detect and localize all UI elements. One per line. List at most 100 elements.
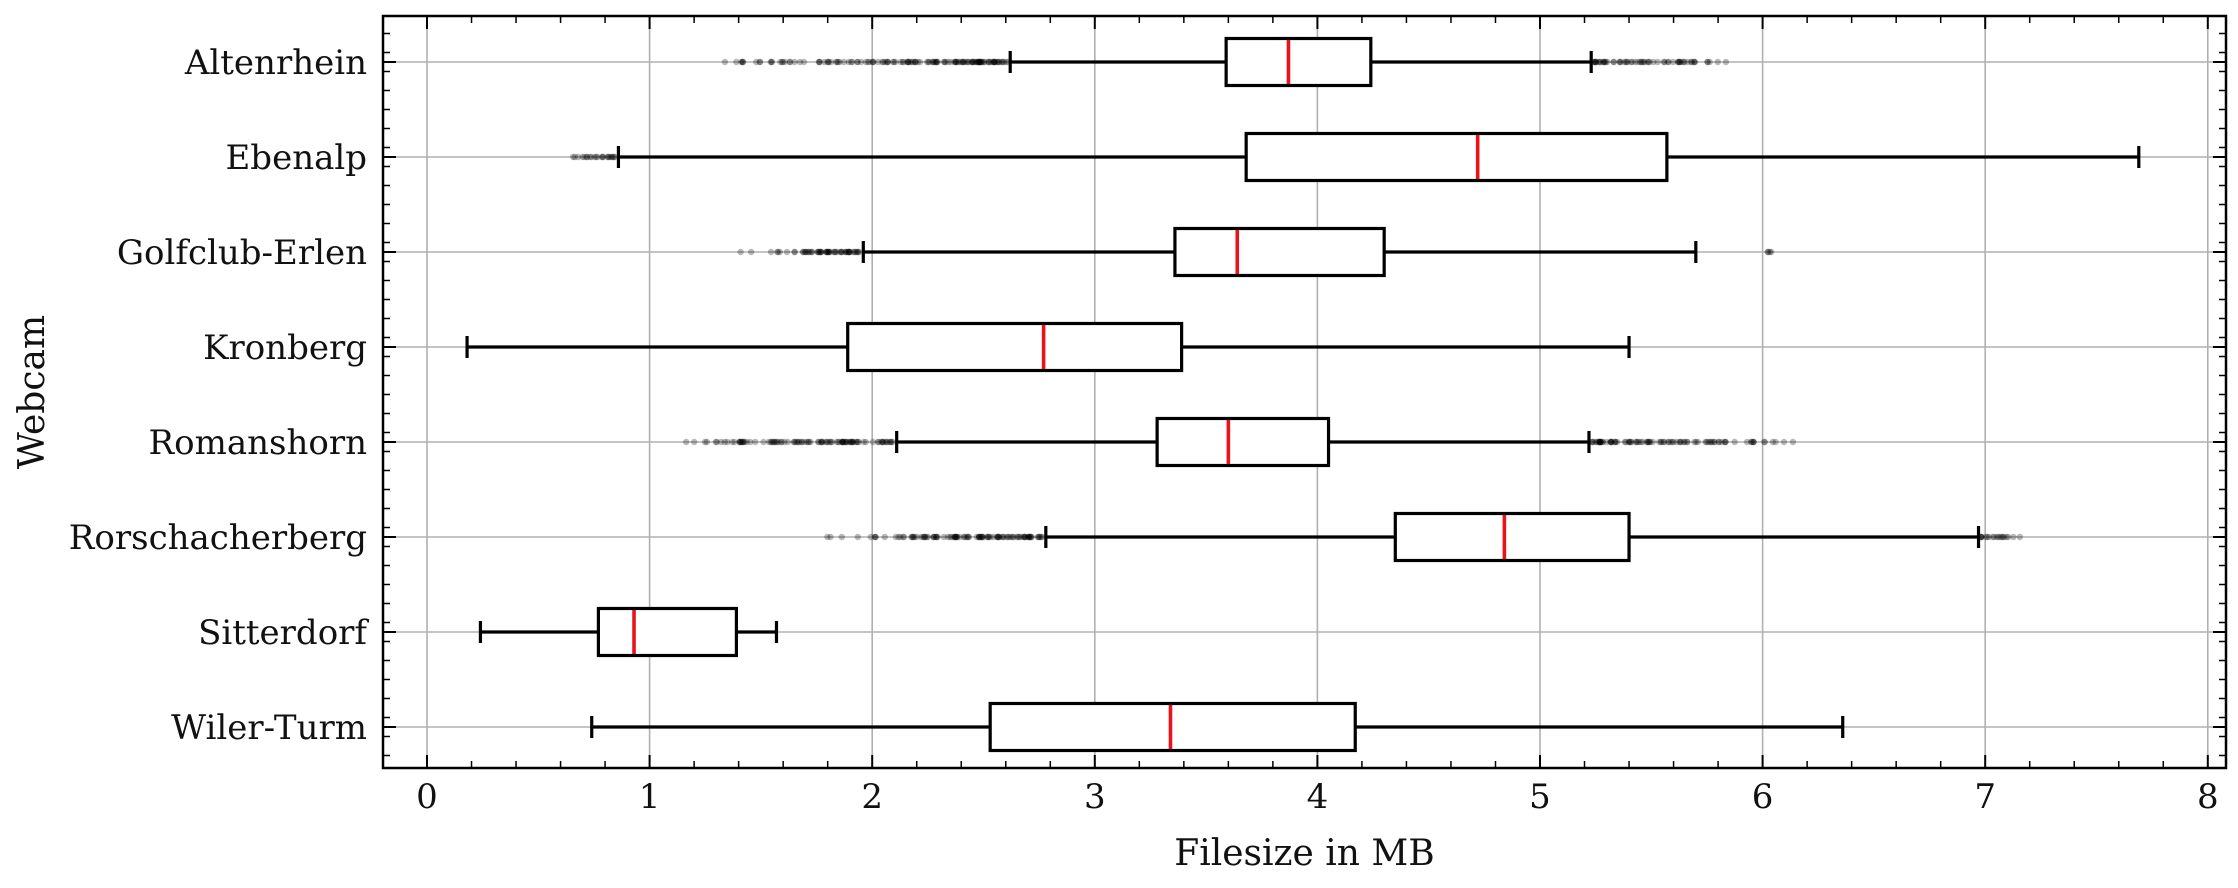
outlier-point: [834, 58, 842, 66]
outlier-point: [736, 438, 744, 446]
outlier-point: [952, 533, 960, 541]
outlier-point: [816, 58, 823, 66]
outlier-point: [975, 533, 983, 541]
outlier-point: [872, 533, 879, 541]
outlier-point: [1595, 58, 1603, 66]
outlier-point: [809, 248, 816, 256]
outlier-point: [999, 58, 1006, 66]
outlier-point: [1748, 438, 1755, 446]
boxes-layer: [465, 36, 2141, 753]
outlier-point: [869, 58, 876, 66]
outlier-point: [879, 438, 887, 446]
outlier-point: [1769, 438, 1776, 446]
outlier-point: [860, 438, 867, 446]
outlier-point: [1650, 58, 1657, 66]
outlier-point: [1022, 533, 1029, 541]
outlier-point: [753, 58, 760, 66]
outlier-point: [801, 248, 809, 256]
outlier-point: [1611, 438, 1619, 446]
outlier-point: [768, 438, 776, 446]
outlier-point: [1984, 533, 1991, 541]
outlier-point: [1019, 533, 1026, 541]
outlier-point: [1669, 438, 1676, 446]
outlier-point: [952, 58, 959, 66]
outlier-point: [1680, 438, 1688, 446]
outlier-point: [970, 58, 977, 66]
outlier-point: [946, 533, 954, 541]
outlier-point: [942, 58, 949, 66]
outlier-point: [968, 58, 976, 66]
outlier-point: [713, 438, 720, 446]
outlier-point: [579, 153, 586, 161]
outlier-point: [1643, 438, 1651, 446]
outlier-point: [836, 438, 843, 446]
outlier-point: [1705, 438, 1712, 446]
outlier-point: [598, 153, 606, 161]
outlier-point: [940, 58, 948, 66]
outlier-point: [1006, 533, 1013, 541]
outlier-point: [1722, 58, 1730, 66]
outlier-point: [604, 153, 611, 161]
outlier-point: [1038, 533, 1045, 541]
outlier-point: [1636, 58, 1644, 66]
iqr-box: [1173, 226, 1386, 278]
outlier-point: [1718, 438, 1726, 446]
outlier-point: [1595, 438, 1602, 446]
outlier-point: [952, 58, 959, 66]
outlier-point: [1596, 58, 1604, 66]
outlier-point: [1761, 438, 1768, 446]
outlier-point: [1621, 438, 1629, 446]
outlier-point: [1641, 58, 1648, 66]
outlier-point: [768, 58, 775, 66]
outlier-point: [1627, 58, 1635, 66]
outlier-point: [965, 533, 972, 541]
outlier-point: [1013, 533, 1021, 541]
outlier-point: [1607, 438, 1614, 446]
outlier-point: [767, 58, 774, 66]
outlier-point: [1638, 58, 1645, 66]
outlier-point: [919, 533, 927, 541]
outlier-point: [944, 533, 952, 541]
x-tick-labels: 0 1 2 3 4 5 6 7 8: [416, 777, 2218, 817]
outlier-point: [954, 533, 961, 541]
outlier-point: [924, 533, 932, 541]
outlier-point: [777, 58, 784, 66]
outlier-point: [752, 438, 759, 446]
outlier-point: [842, 438, 849, 446]
outlier-point: [1688, 58, 1695, 66]
box-rorschacherberg: [824, 511, 2024, 563]
outlier-point: [802, 248, 810, 256]
outlier-point: [1634, 438, 1641, 446]
outlier-point: [929, 58, 937, 66]
outlier-point: [804, 438, 812, 446]
outlier-point: [760, 438, 767, 446]
outlier-point: [583, 153, 591, 161]
y-category-labels: Altenrhein Ebenalp Golfclub-Erlen Kronberg R…: [69, 43, 370, 748]
outlier-point: [1704, 58, 1711, 66]
outlier-point: [800, 58, 808, 66]
outlier-point: [1627, 438, 1635, 446]
outlier-point: [990, 533, 997, 541]
outlier-point: [588, 153, 595, 161]
outlier-point: [921, 533, 928, 541]
outlier-point: [973, 533, 980, 541]
outlier-point: [825, 58, 832, 66]
outlier-point: [729, 438, 736, 446]
outlier-point: [956, 533, 963, 541]
outlier-point: [983, 533, 990, 541]
outlier-point: [993, 58, 1001, 66]
outlier-point: [933, 533, 940, 541]
outlier-point: [825, 248, 832, 256]
outlier-point: [1592, 58, 1600, 66]
outlier-point: [889, 438, 896, 446]
outlier-point: [845, 58, 852, 66]
outlier-point: [995, 533, 1003, 541]
outlier-point: [995, 533, 1003, 541]
box-altenrhein: [721, 36, 1730, 88]
outlier-point: [605, 153, 612, 161]
outlier-point: [842, 248, 850, 256]
outlier-point: [1664, 438, 1672, 446]
outlier-point: [1702, 438, 1709, 446]
outlier-point: [953, 533, 961, 541]
